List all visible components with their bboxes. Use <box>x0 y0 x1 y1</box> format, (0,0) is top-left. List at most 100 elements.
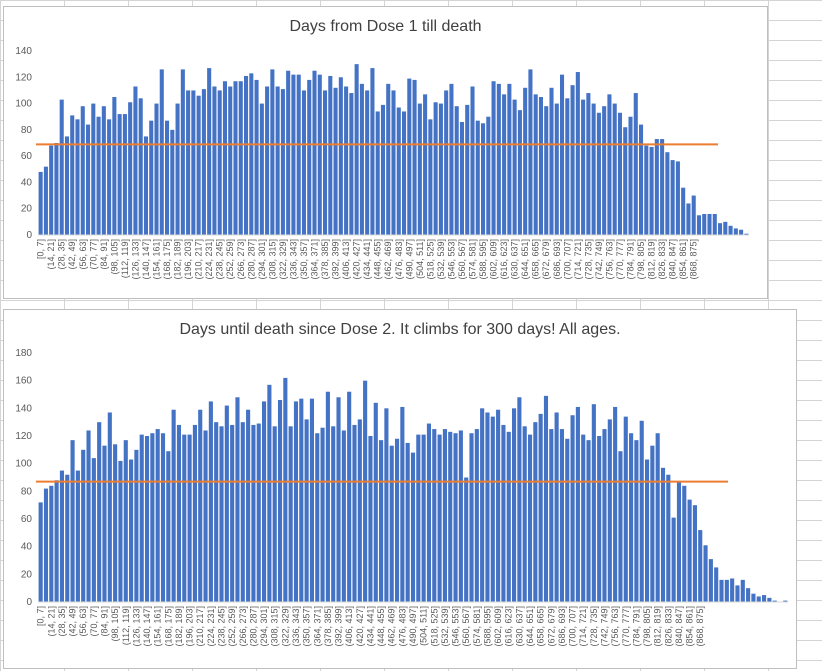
chart-plot: 0 20 40 60 80 100 120 140 [0, 7] (14, 21] (28, 35]… <box>15 46 749 280</box>
bar <box>686 203 691 235</box>
x-tick-label: (210, 217] <box>195 606 205 647</box>
bar <box>180 69 185 236</box>
bar <box>665 152 670 235</box>
x-tick-label: (434, 441] <box>362 239 372 280</box>
bar <box>187 434 192 602</box>
bar <box>570 415 575 602</box>
x-tick-label: (392, 399] <box>334 606 344 647</box>
x-tick-label: (868, 875] <box>695 606 705 647</box>
x-tick-label: (462, 469] <box>383 239 393 280</box>
bar <box>144 436 150 602</box>
bar <box>474 429 479 602</box>
bar <box>449 83 454 235</box>
bar <box>286 70 291 236</box>
bar <box>176 424 182 602</box>
bar <box>304 419 309 602</box>
x-tick-label: [0, 7] <box>36 239 46 259</box>
bar <box>416 434 421 602</box>
x-tick-label: (98, 105] <box>109 239 119 275</box>
x-tick-label: (728, 735] <box>589 606 599 647</box>
bar <box>228 86 233 236</box>
bar <box>470 86 475 236</box>
x-tick-label: (266, 273] <box>236 239 246 280</box>
bar <box>423 94 428 236</box>
bar <box>379 440 384 602</box>
x-tick-label: (462, 469] <box>387 606 397 647</box>
bar <box>607 94 612 236</box>
x-tick-label: (280, 287] <box>246 239 256 280</box>
bar <box>359 83 364 235</box>
x-tick-label: (42, 49] <box>68 606 78 637</box>
bar <box>453 433 458 602</box>
bar <box>707 213 712 235</box>
bar <box>591 103 596 235</box>
bar <box>265 86 270 236</box>
x-tick-label: (490, 497] <box>404 239 414 280</box>
x-tick-label: (336, 343] <box>288 239 298 280</box>
bar <box>633 93 638 235</box>
bar <box>629 433 634 602</box>
x-tick-label: (798, 805] <box>636 239 646 280</box>
bar <box>549 429 554 602</box>
bar <box>691 195 696 235</box>
bar <box>117 114 122 235</box>
bar <box>49 485 54 602</box>
bar <box>675 161 680 235</box>
chart-title: Days until death since Dose 2. It climbs… <box>179 321 621 338</box>
bar <box>296 74 301 235</box>
x-tick-label: [0, 7] <box>36 606 46 626</box>
bar <box>249 73 254 235</box>
x-tick-label: (812, 819] <box>647 239 657 280</box>
bar <box>240 422 245 602</box>
bar <box>719 579 724 602</box>
bar <box>412 79 417 235</box>
x-tick-label: (280, 287] <box>248 606 258 647</box>
x-tick-label: (840, 847] <box>668 239 678 280</box>
bar <box>150 433 155 602</box>
y-tick-label: 60 <box>21 514 33 525</box>
bar <box>623 127 628 235</box>
bar <box>389 445 394 602</box>
bar <box>138 98 143 235</box>
bar <box>43 166 48 235</box>
x-tick-label: (532, 539] <box>436 239 446 280</box>
bar <box>113 444 118 602</box>
bar <box>217 90 222 236</box>
bar <box>432 429 437 602</box>
bar <box>191 90 196 236</box>
y-tick-label: 0 <box>26 597 32 608</box>
bar <box>338 77 343 235</box>
x-tick-label: (322, 329] <box>278 239 288 280</box>
bar <box>203 430 208 602</box>
bar <box>523 87 528 235</box>
y-tick-label: 100 <box>15 99 32 110</box>
bar <box>394 438 400 602</box>
bar <box>133 86 138 236</box>
x-tick-label: (126, 133] <box>131 606 141 647</box>
x-tick-label: (294, 301] <box>259 606 269 647</box>
bar <box>486 116 491 235</box>
bar <box>386 83 391 235</box>
bar <box>262 401 267 602</box>
x-tick-label: (798, 805] <box>642 606 652 647</box>
x-tick-label: (784, 791] <box>626 239 636 280</box>
bar <box>307 79 312 235</box>
x-tick-label: (630, 637] <box>510 239 520 280</box>
bar <box>433 102 438 235</box>
bar <box>730 578 735 602</box>
bar <box>118 460 123 602</box>
x-tick-label: (406, 413] <box>344 606 354 647</box>
bar <box>783 600 788 602</box>
bar <box>357 419 362 602</box>
bar <box>320 427 325 602</box>
bar <box>238 81 243 235</box>
bar <box>192 424 197 602</box>
bar <box>354 64 359 235</box>
bar <box>670 160 675 235</box>
bar <box>581 99 586 235</box>
bar <box>756 596 761 602</box>
bar <box>469 433 474 602</box>
y-tick-label: 140 <box>15 46 32 57</box>
bar <box>655 433 660 602</box>
bar <box>417 103 422 235</box>
